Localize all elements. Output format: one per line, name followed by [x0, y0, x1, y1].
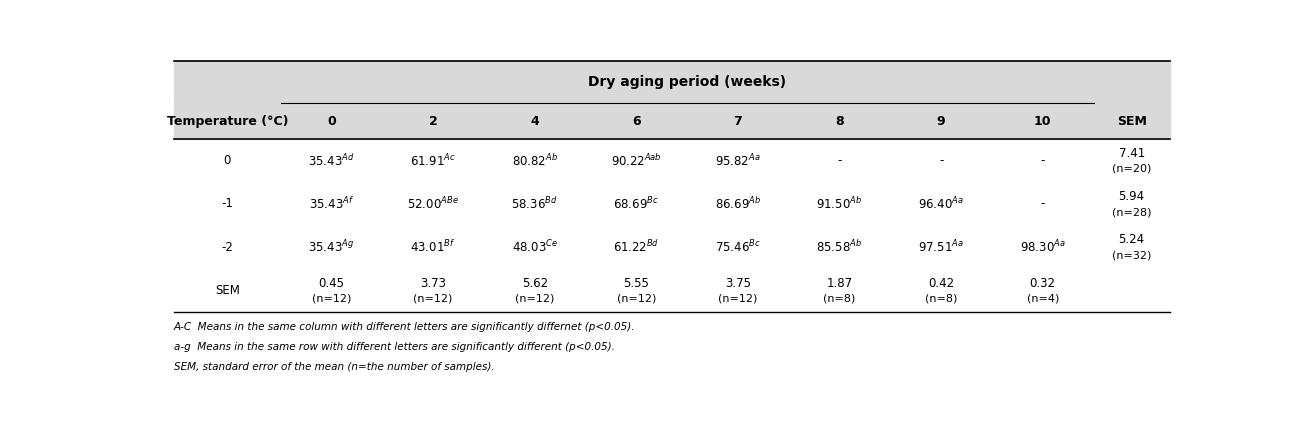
Bar — [174, 103, 1169, 139]
Text: Temperature (°C): Temperature (°C) — [166, 114, 288, 128]
Text: 90.22$^{Aab}$: 90.22$^{Aab}$ — [611, 153, 662, 169]
Text: 1.87: 1.87 — [826, 277, 852, 290]
Text: 91.50$^{Ab}$: 91.50$^{Ab}$ — [817, 196, 863, 212]
Text: 5.62: 5.62 — [522, 277, 548, 290]
Text: 3.73: 3.73 — [420, 277, 446, 290]
Text: 86.69$^{Ab}$: 86.69$^{Ab}$ — [714, 196, 762, 212]
Text: (n=12): (n=12) — [718, 293, 758, 304]
Text: 4: 4 — [531, 114, 539, 128]
Text: 52.00$^{ABe}$: 52.00$^{ABe}$ — [408, 195, 459, 212]
Text: A-C  Means in the same column with different letters are significantly differnet: A-C Means in the same column with differ… — [174, 322, 636, 332]
Text: (n=12): (n=12) — [616, 293, 656, 304]
Text: 48.03$^{Ce}$: 48.03$^{Ce}$ — [511, 239, 557, 256]
Text: 5.24: 5.24 — [1118, 234, 1145, 246]
Text: (n=8): (n=8) — [926, 293, 957, 304]
Text: 0.45: 0.45 — [319, 277, 345, 290]
Text: 68.69$^{Bc}$: 68.69$^{Bc}$ — [614, 195, 659, 212]
Text: 6: 6 — [632, 114, 641, 128]
Text: 80.82$^{Ab}$: 80.82$^{Ab}$ — [511, 153, 557, 169]
Text: SEM, standard error of the mean (n=the number of samples).: SEM, standard error of the mean (n=the n… — [174, 363, 494, 372]
Text: 0: 0 — [224, 154, 231, 167]
Text: -2: -2 — [222, 241, 233, 254]
Text: 10: 10 — [1034, 114, 1051, 128]
Text: SEM: SEM — [1117, 114, 1147, 128]
Text: 85.58$^{Ab}$: 85.58$^{Ab}$ — [817, 239, 863, 255]
Text: -: - — [1041, 154, 1045, 167]
Text: 0.42: 0.42 — [928, 277, 954, 290]
Text: 95.82$^{Aa}$: 95.82$^{Aa}$ — [716, 152, 760, 169]
Text: 5.55: 5.55 — [624, 277, 649, 290]
Bar — [174, 61, 1169, 103]
Text: Dry aging period (weeks): Dry aging period (weeks) — [589, 75, 787, 89]
Text: 43.01$^{Bf}$: 43.01$^{Bf}$ — [410, 239, 456, 255]
Text: 35.43$^{Ad}$: 35.43$^{Ad}$ — [308, 153, 355, 169]
Text: 3.75: 3.75 — [725, 277, 751, 290]
Text: 35.43$^{Af}$: 35.43$^{Af}$ — [309, 196, 354, 212]
Text: (n=28): (n=28) — [1112, 207, 1151, 217]
Text: (n=12): (n=12) — [413, 293, 452, 304]
Text: 5.94: 5.94 — [1118, 190, 1145, 203]
Text: 98.30$^{Aa}$: 98.30$^{Aa}$ — [1020, 239, 1066, 256]
Text: (n=20): (n=20) — [1112, 164, 1151, 174]
Text: a-g  Means in the same row with different letters are significantly different (p: a-g Means in the same row with different… — [174, 342, 615, 352]
Text: 0.32: 0.32 — [1029, 277, 1055, 290]
Text: 7.41: 7.41 — [1118, 147, 1145, 160]
Text: (n=12): (n=12) — [312, 293, 351, 304]
Text: -: - — [939, 154, 944, 167]
Text: (n=12): (n=12) — [515, 293, 555, 304]
Text: (n=4): (n=4) — [1027, 293, 1059, 304]
Text: -1: -1 — [222, 198, 233, 210]
Text: 9: 9 — [937, 114, 945, 128]
Text: 58.36$^{Bd}$: 58.36$^{Bd}$ — [511, 196, 558, 212]
Text: 97.51$^{Aa}$: 97.51$^{Aa}$ — [918, 239, 964, 256]
Text: -: - — [838, 154, 842, 167]
Text: 2: 2 — [429, 114, 438, 128]
Text: 61.22$^{Bd}$: 61.22$^{Bd}$ — [614, 239, 659, 255]
Text: -: - — [1041, 198, 1045, 210]
Text: 0: 0 — [328, 114, 336, 128]
Text: 35.43$^{Ag}$: 35.43$^{Ag}$ — [308, 239, 355, 256]
Text: 75.46$^{Bc}$: 75.46$^{Bc}$ — [714, 239, 760, 256]
Text: 8: 8 — [835, 114, 844, 128]
Text: (n=32): (n=32) — [1112, 250, 1151, 260]
Text: 96.40$^{Aa}$: 96.40$^{Aa}$ — [918, 195, 964, 212]
Text: (n=8): (n=8) — [823, 293, 856, 304]
Text: 61.91$^{Ac}$: 61.91$^{Ac}$ — [410, 152, 456, 169]
Text: 7: 7 — [734, 114, 742, 128]
Text: SEM: SEM — [215, 284, 240, 297]
